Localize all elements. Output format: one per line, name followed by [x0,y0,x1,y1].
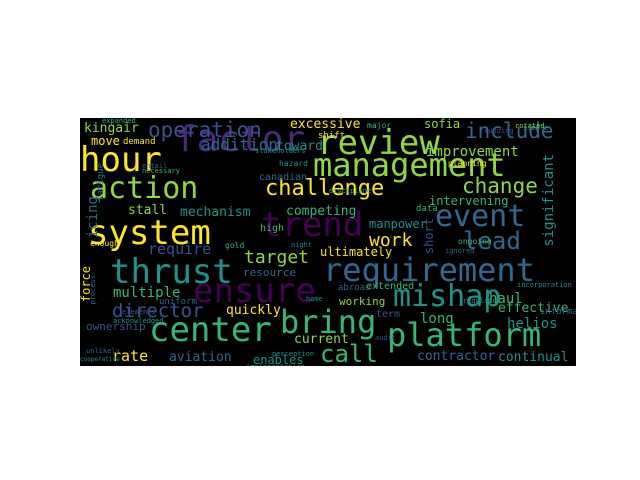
word-major: major [367,121,392,130]
word-multiple: multiple [113,285,181,301]
word-discipline: discipline [329,187,372,195]
word-perception: perception [272,350,315,358]
word-demand: demand [123,137,156,147]
word-abroad: abroad [338,283,371,293]
word-work: work [369,230,413,251]
word-lead: lead [463,227,521,255]
word-manpower: manpower [369,217,427,231]
word-simple: simple [523,124,549,132]
word-change: change [462,174,538,198]
word-extended: extended [366,281,415,292]
word-improvement: improvement [426,144,519,160]
word-canadian: canadian [259,172,308,183]
word-expanded: expanded [102,118,136,125]
word-gold: gold [225,241,245,250]
word-factor: factor [175,119,306,160]
word-current: current [294,332,349,347]
word-data: data [416,204,438,214]
word-platform: platform [387,316,542,354]
word-sofia: sofia [424,118,461,131]
word-night: night [291,241,313,249]
word-process: process [89,275,97,305]
word-audit: audit [375,334,397,342]
word-addition: addition [201,135,279,154]
word-trend: trend [261,205,364,245]
word-ensure: ensure [193,271,316,311]
word-ignored: ignored [445,247,475,255]
word-call: call [320,340,378,366]
word-center: center [149,310,272,350]
word-planning: planning [448,159,487,168]
word-include: include [465,119,554,143]
word-incorporation: incorporation [517,281,572,289]
word-requirement: requirement [323,251,535,289]
word-home: home [306,295,323,303]
word-target: target [244,247,310,268]
word-high: high [260,223,285,234]
word-entail: entail [142,162,168,170]
word-regulator: regulator [463,297,501,305]
word-elements: elements [122,308,156,316]
word-hazard: hazard [279,159,308,168]
word-significant: significant [541,154,557,247]
word-short: short [422,218,436,255]
word-director: director [112,300,204,322]
word-toward: toward [276,139,323,154]
word-mishap: mishap [393,279,502,314]
word-cooperative: cooperative [80,356,120,363]
word-term: term [376,309,401,320]
word-rate: rate [112,347,149,365]
word-kingair: kingair [84,121,139,136]
word-move: move [91,134,120,148]
word-implementation: implementation [246,364,305,367]
word-enables: enables [253,353,304,366]
word-system: system [88,213,211,253]
word-ongoing: ongoing [458,237,492,246]
word-uniform: uniform [159,297,197,307]
word-necessary: necessary [142,167,180,175]
word-thrust: thrust [110,252,233,292]
word-icing: icing [85,196,101,239]
word-rotated: rotated [515,122,545,130]
word-helios: helios [507,316,558,332]
word-fatigue: fatigue [96,163,106,201]
word-bring: bring [280,303,377,341]
word-challenge: challenge [265,176,385,201]
word-excessive: excessive [290,118,361,132]
word-continual: continual [498,350,569,365]
word-action: action [90,171,199,206]
word-hour: hour [80,140,162,180]
word-ultimately: ultimately [320,245,393,259]
word-review: review [317,123,440,163]
word-cloud: hour factor review management include operati… [80,118,576,366]
word-intervening: intervening [429,194,509,208]
word-contractor: contractor [417,349,496,364]
word-effective: effective [498,301,569,316]
word-management: management [313,146,506,184]
word-require: require [148,240,212,258]
word-long: long [420,311,454,327]
word-stall: stall [128,203,168,218]
word-haul: haul [489,291,523,307]
word-competing: competing [286,204,357,219]
word-ownership: ownership [86,320,146,333]
word-stakeholders: stakeholders [255,147,306,155]
word-operation: operation [148,118,262,142]
word-enough: enough [90,239,119,248]
word-shift: shift [318,131,346,141]
word-quickly: quickly [226,303,281,318]
word-informal: informal [540,307,576,317]
word-working: working [339,295,386,308]
word-mechanism: mechanism [180,205,251,220]
word-funding: funding [484,127,514,135]
word-unlikely: unlikely [86,347,120,355]
word-aviation: aviation [169,350,232,365]
word-acknowledged: acknowledged [113,317,164,325]
word-event: event [435,199,526,234]
word-resource: resource [243,266,296,279]
